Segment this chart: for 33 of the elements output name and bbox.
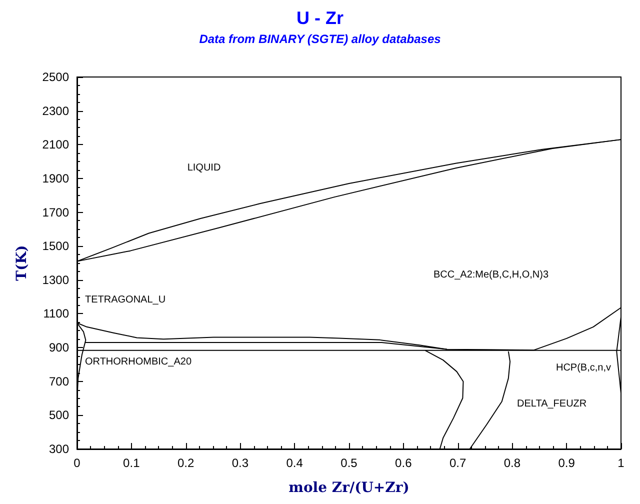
x-tick-label: 1 xyxy=(618,456,625,470)
y-tick-label: 2300 xyxy=(42,104,70,118)
y-tick-label: 2500 xyxy=(42,70,70,84)
annotation: DELTA_FEUZR xyxy=(517,398,587,410)
y-tick-label: 1300 xyxy=(42,272,70,287)
x-axis-title: mole Zr/(U+Zr) xyxy=(288,480,410,496)
y-axis-title: T(K) xyxy=(14,245,30,281)
x-tick-label: 0.8 xyxy=(504,456,521,470)
y-tick-label: 1700 xyxy=(42,205,70,220)
y-tick-label: 900 xyxy=(48,340,70,355)
x-tick-label: 0.5 xyxy=(340,456,358,470)
x-tick-label: 0.7 xyxy=(449,456,466,470)
y-tick-label: 500 xyxy=(48,408,70,422)
y-tick-label: 300 xyxy=(48,442,70,456)
x-tick-label: 0.6 xyxy=(395,456,412,470)
chart-subtitle: Data from BINARY (SGTE) alloy databases xyxy=(199,32,442,46)
annotation: TETRAGONAL_U xyxy=(85,294,166,306)
y-tick-label: 1100 xyxy=(43,306,70,321)
annotation: HCP(B,c,n,v xyxy=(556,362,611,374)
annotation: LIQUID xyxy=(187,162,221,174)
chart-title: U - Zr xyxy=(296,8,344,28)
x-tick-label: 0 xyxy=(74,456,81,470)
y-tick-label: 1500 xyxy=(42,239,70,254)
annotation: BCC_A2:Me(B,C,H,O,N)3 xyxy=(433,270,549,280)
annotation: ORTHORHOMBIC_A20 xyxy=(85,356,192,368)
y-tick-label: 1900 xyxy=(42,171,70,186)
x-tick-label: 0.3 xyxy=(232,456,249,470)
x-tick-label: 0.9 xyxy=(558,456,576,470)
y-tick-label: 700 xyxy=(48,374,70,388)
x-tick-label: 0.4 xyxy=(286,456,304,470)
x-tick-label: 0.1 xyxy=(123,456,140,470)
x-tick-label: 0.2 xyxy=(177,456,194,470)
y-tick-label: 2100 xyxy=(42,138,70,152)
